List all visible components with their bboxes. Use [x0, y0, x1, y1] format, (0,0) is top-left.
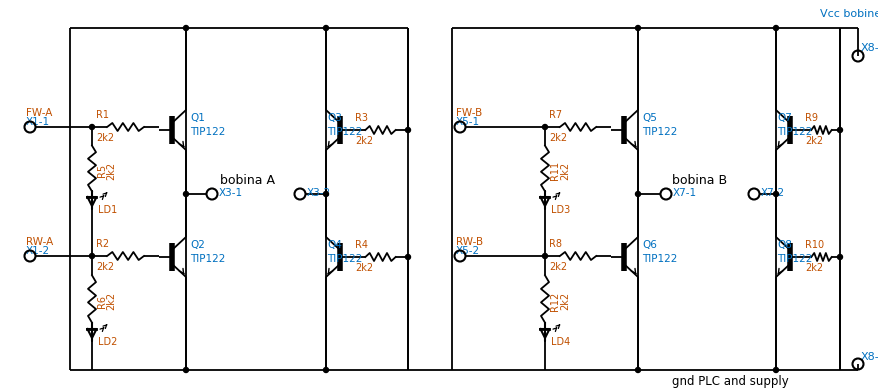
Text: gnd PLC and supply: gnd PLC and supply — [671, 376, 788, 388]
Text: 2k2: 2k2 — [559, 162, 569, 180]
Text: TIP122: TIP122 — [776, 254, 811, 264]
Text: TIP122: TIP122 — [327, 127, 362, 137]
Text: Q3: Q3 — [327, 113, 342, 123]
Circle shape — [405, 254, 410, 260]
Circle shape — [323, 192, 328, 196]
Text: 2k2: 2k2 — [106, 292, 116, 310]
Text: Q2: Q2 — [190, 240, 205, 250]
Circle shape — [837, 127, 841, 132]
Text: 2k2: 2k2 — [106, 162, 116, 180]
Circle shape — [90, 125, 95, 129]
Text: 2k2: 2k2 — [355, 136, 372, 146]
Text: 2k2: 2k2 — [549, 133, 566, 143]
Text: FW-B: FW-B — [456, 108, 482, 118]
Text: R12: R12 — [550, 291, 559, 310]
Text: R4: R4 — [355, 240, 368, 250]
Text: R10: R10 — [804, 240, 824, 250]
Text: R9: R9 — [804, 113, 817, 123]
Text: R6: R6 — [97, 294, 107, 307]
Text: Q1: Q1 — [190, 113, 205, 123]
Text: X8-2: X8-2 — [860, 352, 878, 362]
Text: Vcc bobine: Vcc bobine — [819, 9, 878, 19]
Text: Q4: Q4 — [327, 240, 342, 250]
Text: RW-A: RW-A — [26, 237, 54, 247]
Circle shape — [837, 254, 841, 260]
Circle shape — [542, 254, 547, 258]
Circle shape — [635, 192, 640, 196]
Circle shape — [323, 368, 328, 372]
Text: R7: R7 — [549, 110, 562, 120]
Circle shape — [184, 192, 188, 196]
Text: Q5: Q5 — [641, 113, 656, 123]
Text: RW-B: RW-B — [456, 237, 483, 247]
Circle shape — [635, 368, 640, 372]
Circle shape — [773, 192, 778, 196]
Text: bobina B: bobina B — [672, 174, 727, 187]
Text: 2k2: 2k2 — [804, 136, 822, 146]
Text: TIP122: TIP122 — [641, 254, 677, 264]
Text: LD3: LD3 — [551, 205, 570, 215]
Text: Q6: Q6 — [641, 240, 656, 250]
Text: 2k2: 2k2 — [804, 263, 822, 273]
Text: LD4: LD4 — [551, 337, 570, 347]
Text: 2k2: 2k2 — [559, 292, 569, 310]
Text: X7-2: X7-2 — [760, 188, 784, 198]
Text: X7-1: X7-1 — [673, 188, 696, 198]
Text: FW-A: FW-A — [26, 108, 53, 118]
Text: X8-1: X8-1 — [860, 43, 878, 53]
Text: 2k2: 2k2 — [355, 263, 372, 273]
Text: LD2: LD2 — [98, 337, 118, 347]
Text: R8: R8 — [549, 239, 561, 249]
Text: R5: R5 — [97, 164, 107, 177]
Circle shape — [90, 254, 95, 258]
Circle shape — [773, 25, 778, 31]
Text: TIP122: TIP122 — [190, 254, 225, 264]
Text: TIP122: TIP122 — [190, 127, 225, 137]
Text: X3-2: X3-2 — [306, 188, 331, 198]
Text: X5-1: X5-1 — [456, 117, 479, 127]
Text: Q7: Q7 — [776, 113, 791, 123]
Circle shape — [773, 368, 778, 372]
Text: R1: R1 — [96, 110, 109, 120]
Text: X1-2: X1-2 — [26, 246, 50, 256]
Circle shape — [184, 368, 188, 372]
Text: bobina A: bobina A — [220, 174, 275, 187]
Text: R2: R2 — [96, 239, 109, 249]
Text: TIP122: TIP122 — [641, 127, 677, 137]
Text: X3-1: X3-1 — [219, 188, 243, 198]
Text: X1-1: X1-1 — [26, 117, 50, 127]
Text: R3: R3 — [355, 113, 368, 123]
Text: TIP122: TIP122 — [776, 127, 811, 137]
Text: LD1: LD1 — [98, 205, 118, 215]
Circle shape — [405, 127, 410, 132]
Circle shape — [184, 25, 188, 31]
Text: 2k2: 2k2 — [96, 133, 114, 143]
Text: Q8: Q8 — [776, 240, 791, 250]
Text: X5-2: X5-2 — [456, 246, 479, 256]
Text: 2k2: 2k2 — [549, 262, 566, 272]
Circle shape — [542, 125, 547, 129]
Text: R11: R11 — [550, 161, 559, 180]
Circle shape — [635, 25, 640, 31]
Text: TIP122: TIP122 — [327, 254, 362, 264]
Text: 2k2: 2k2 — [96, 262, 114, 272]
Circle shape — [323, 25, 328, 31]
